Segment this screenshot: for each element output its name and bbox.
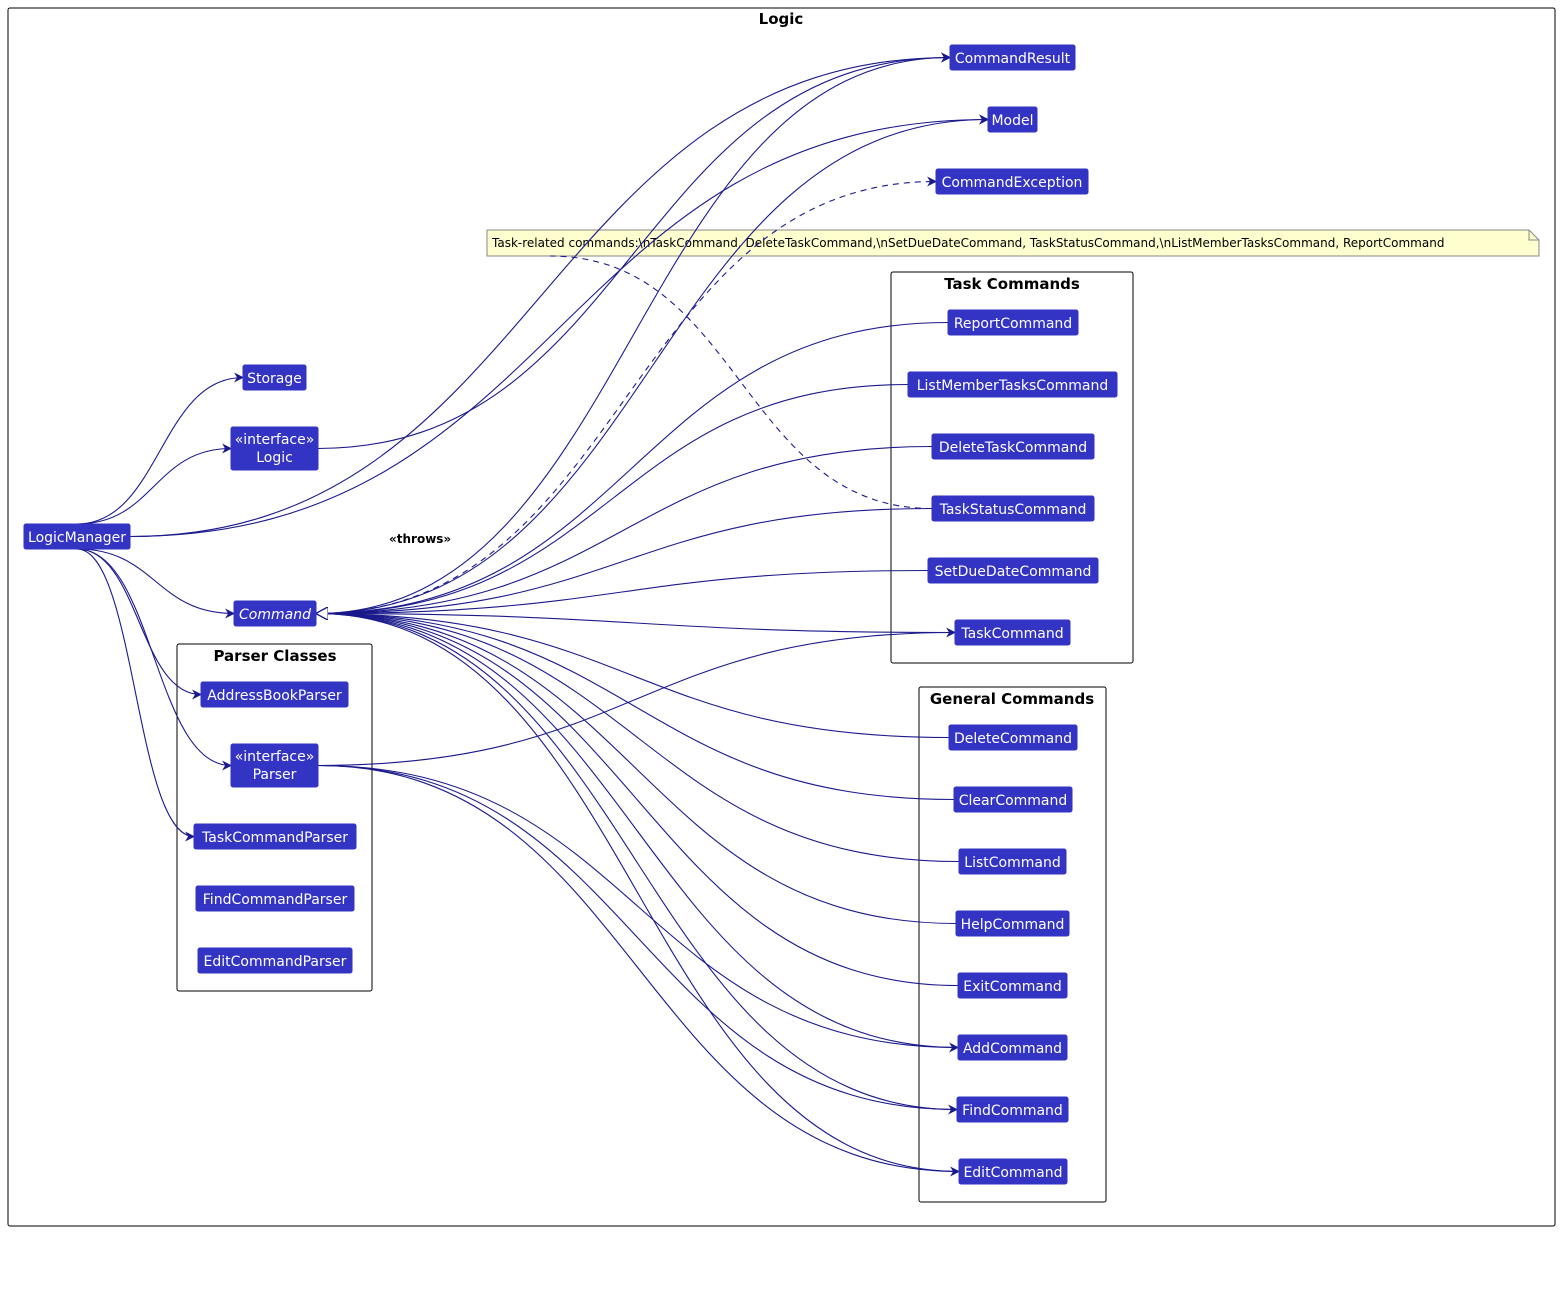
edge-logic-manager-to-address-book-parser <box>76 548 202 700</box>
node-label: DeleteTaskCommand <box>939 440 1087 456</box>
package-title: Logic <box>759 10 804 28</box>
edge-parser-to-edit-command <box>317 764 960 1177</box>
nodes: CommandResult Model CommandException Storag… <box>23 44 1118 1185</box>
edge-exit-command-to-command <box>316 614 959 987</box>
node-label: ListCommand <box>964 855 1060 871</box>
node-task-status-command[interactable]: TaskStatusCommand <box>931 495 1095 522</box>
node-label: AddressBookParser <box>207 688 342 704</box>
edge-parser-to-task-command <box>317 627 956 767</box>
node-task-command[interactable]: TaskCommand <box>954 619 1071 646</box>
node-label: Command <box>239 607 311 623</box>
node-label: SetDueDateCommand <box>935 564 1092 580</box>
edge-delete-command-to-command <box>316 614 950 739</box>
node-add-command[interactable]: AddCommand <box>957 1034 1068 1061</box>
edge-logic-manager-to-command-result <box>129 52 951 538</box>
edge-delete-task-command-to-command <box>316 445 933 614</box>
throws-label: «throws» <box>389 532 451 546</box>
node-label: ListMemberTasksCommand <box>917 378 1109 394</box>
node-delete-task-command[interactable]: DeleteTaskCommand <box>931 433 1095 460</box>
node-label: Parser <box>253 767 297 783</box>
node-delete-command[interactable]: DeleteCommand <box>948 724 1078 751</box>
node-label: LogicManager <box>28 530 126 546</box>
edge-logic-manager-to-logic <box>76 443 232 525</box>
node-task-command-parser[interactable]: TaskCommandParser <box>193 823 357 850</box>
node-label: FindCommandParser <box>203 892 348 908</box>
node-stereotype: «interface» <box>235 432 315 448</box>
node-parser[interactable]: «interface» Parser <box>230 743 319 788</box>
note-text: Task-related commands:\nTaskCommand, Del… <box>491 236 1444 250</box>
edge-logic-manager-to-storage <box>76 372 244 525</box>
node-label: HelpCommand <box>961 917 1065 933</box>
node-label: TaskStatusCommand <box>939 502 1087 518</box>
edge-set-due-date-command-to-command <box>316 569 929 614</box>
package-title: Task Commands <box>944 275 1080 293</box>
package-task-commands: Task Commands <box>890 271 1134 664</box>
node-logic[interactable]: «interface» Logic <box>230 426 319 471</box>
package-title: General Commands <box>930 690 1094 708</box>
edge-edit-command-to-command <box>316 614 960 1173</box>
edges <box>76 52 989 1177</box>
node-list-member-tasks-command[interactable]: ListMemberTasksCommand <box>907 371 1118 398</box>
edge-parser-to-find-command <box>317 764 958 1115</box>
node-label: Model <box>991 113 1033 129</box>
node-label: AddCommand <box>963 1041 1062 1057</box>
node-command[interactable]: Command <box>233 600 317 627</box>
edge-clear-command-to-command <box>316 614 955 801</box>
node-address-book-parser[interactable]: AddressBookParser <box>200 681 349 708</box>
node-label: Storage <box>247 371 302 387</box>
node-stereotype: «interface» <box>235 749 315 765</box>
node-clear-command[interactable]: ClearCommand <box>953 786 1073 813</box>
edge-logic-manager-to-parser <box>76 548 232 771</box>
node-command-result[interactable]: CommandResult <box>949 44 1076 71</box>
edge-task-command-to-command <box>316 614 956 634</box>
node-storage[interactable]: Storage <box>242 364 307 391</box>
node-exit-command[interactable]: ExitCommand <box>957 972 1068 999</box>
edge-logic-manager-to-task-command-parser <box>76 548 195 842</box>
node-label: FindCommand <box>962 1103 1063 1119</box>
edge-help-command-to-command <box>316 614 957 925</box>
node-label: Logic <box>256 450 293 466</box>
node-edit-command-parser[interactable]: EditCommandParser <box>197 947 353 974</box>
node-edit-command[interactable]: EditCommand <box>958 1158 1068 1185</box>
package-parser-classes: Parser Classes <box>176 643 373 992</box>
edge-logic-manager-to-command <box>76 548 235 619</box>
node-label: DeleteCommand <box>954 731 1072 747</box>
edge-logic-manager-to-model <box>129 114 989 538</box>
node-label: ReportCommand <box>954 316 1072 332</box>
package-logic: Logic <box>7 7 1556 1227</box>
edge-command-to-model <box>315 114 989 615</box>
node-find-command[interactable]: FindCommand <box>956 1096 1069 1123</box>
node-label: EditCommandParser <box>204 954 347 970</box>
edge-command-to-command-exception <box>315 176 937 615</box>
edge-logic-to-command-result <box>317 52 951 450</box>
edge-list-command-to-command <box>316 614 960 863</box>
node-report-command[interactable]: ReportCommand <box>947 309 1079 336</box>
node-model[interactable]: Model <box>987 106 1038 133</box>
package-title: Parser Classes <box>213 647 336 665</box>
node-label: TaskCommandParser <box>201 830 348 846</box>
node-help-command[interactable]: HelpCommand <box>955 910 1070 937</box>
edge-add-command-to-command <box>316 614 959 1049</box>
note: Task-related commands:\nTaskCommand, Del… <box>486 229 1540 257</box>
node-label: TaskCommand <box>960 626 1063 642</box>
package-general-commands: General Commands <box>918 686 1107 1203</box>
node-label: EditCommand <box>963 1165 1062 1181</box>
edge-task-status-command-to-command <box>316 507 933 614</box>
edge-list-member-tasks-command-to-command <box>316 383 909 614</box>
edge-find-command-to-command <box>316 614 958 1111</box>
edge-parser-to-add-command <box>317 764 959 1053</box>
node-logic-manager[interactable]: LogicManager <box>23 523 131 550</box>
node-find-command-parser[interactable]: FindCommandParser <box>195 885 355 912</box>
node-label: ExitCommand <box>963 979 1061 995</box>
edge-task-status-command-to-note <box>549 255 933 510</box>
node-label: CommandException <box>942 175 1083 191</box>
node-list-command[interactable]: ListCommand <box>958 848 1067 875</box>
node-set-due-date-command[interactable]: SetDueDateCommand <box>927 557 1099 584</box>
node-label: CommandResult <box>955 51 1071 67</box>
edge-command-to-command-result <box>315 52 951 615</box>
node-label: ClearCommand <box>959 793 1068 809</box>
edge-report-command-to-command <box>316 321 949 614</box>
node-command-exception[interactable]: CommandException <box>935 168 1089 195</box>
